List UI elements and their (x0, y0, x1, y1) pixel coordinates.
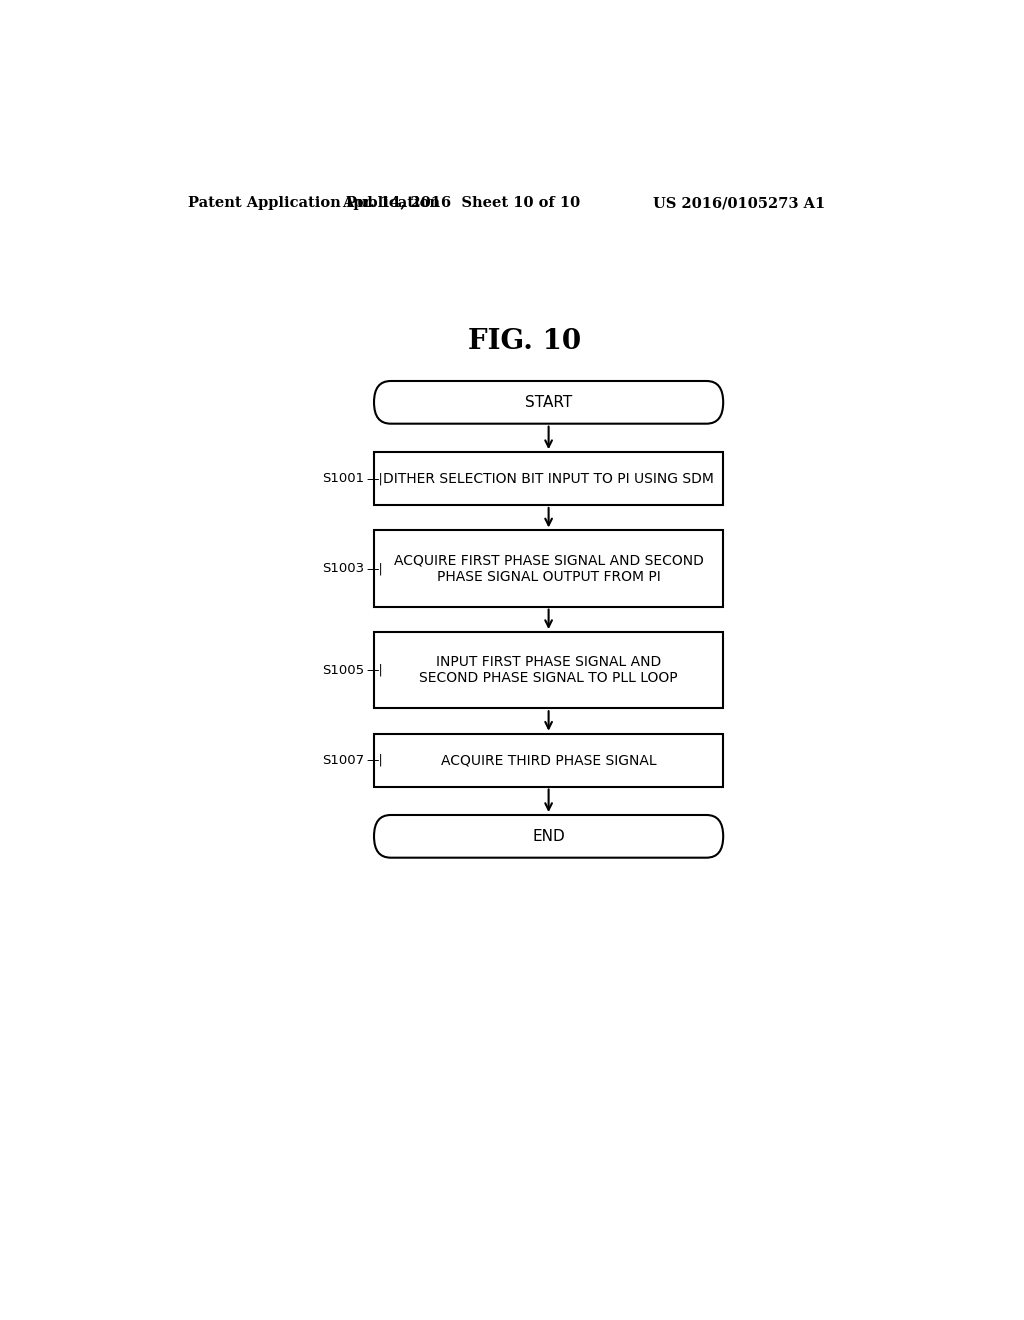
Text: INPUT FIRST PHASE SIGNAL AND
SECOND PHASE SIGNAL TO PLL LOOP: INPUT FIRST PHASE SIGNAL AND SECOND PHAS… (419, 655, 678, 685)
Text: —|: —| (367, 664, 384, 677)
Text: END: END (532, 829, 565, 843)
Text: S1001: S1001 (323, 473, 365, 484)
Text: START: START (525, 395, 572, 409)
Text: ACQUIRE FIRST PHASE SIGNAL AND SECOND
PHASE SIGNAL OUTPUT FROM PI: ACQUIRE FIRST PHASE SIGNAL AND SECOND PH… (393, 553, 703, 583)
Text: Apr. 14, 2016  Sheet 10 of 10: Apr. 14, 2016 Sheet 10 of 10 (342, 197, 581, 210)
Text: —|: —| (367, 562, 384, 576)
Text: Patent Application Publication: Patent Application Publication (187, 197, 439, 210)
Text: S1003: S1003 (323, 562, 365, 576)
Text: —|: —| (367, 754, 384, 767)
Bar (374, 734, 723, 787)
FancyBboxPatch shape (374, 814, 723, 858)
Text: ACQUIRE THIRD PHASE SIGNAL: ACQUIRE THIRD PHASE SIGNAL (440, 754, 656, 767)
Text: S1005: S1005 (323, 664, 365, 677)
Text: —|: —| (367, 473, 384, 484)
Bar (374, 453, 723, 506)
Text: FIG. 10: FIG. 10 (468, 327, 582, 355)
Text: DITHER SELECTION BIT INPUT TO PI USING SDM: DITHER SELECTION BIT INPUT TO PI USING S… (383, 471, 714, 486)
Bar (374, 632, 723, 709)
Text: US 2016/0105273 A1: US 2016/0105273 A1 (653, 197, 825, 210)
Bar (374, 531, 723, 607)
FancyBboxPatch shape (374, 381, 723, 424)
Text: S1007: S1007 (323, 754, 365, 767)
